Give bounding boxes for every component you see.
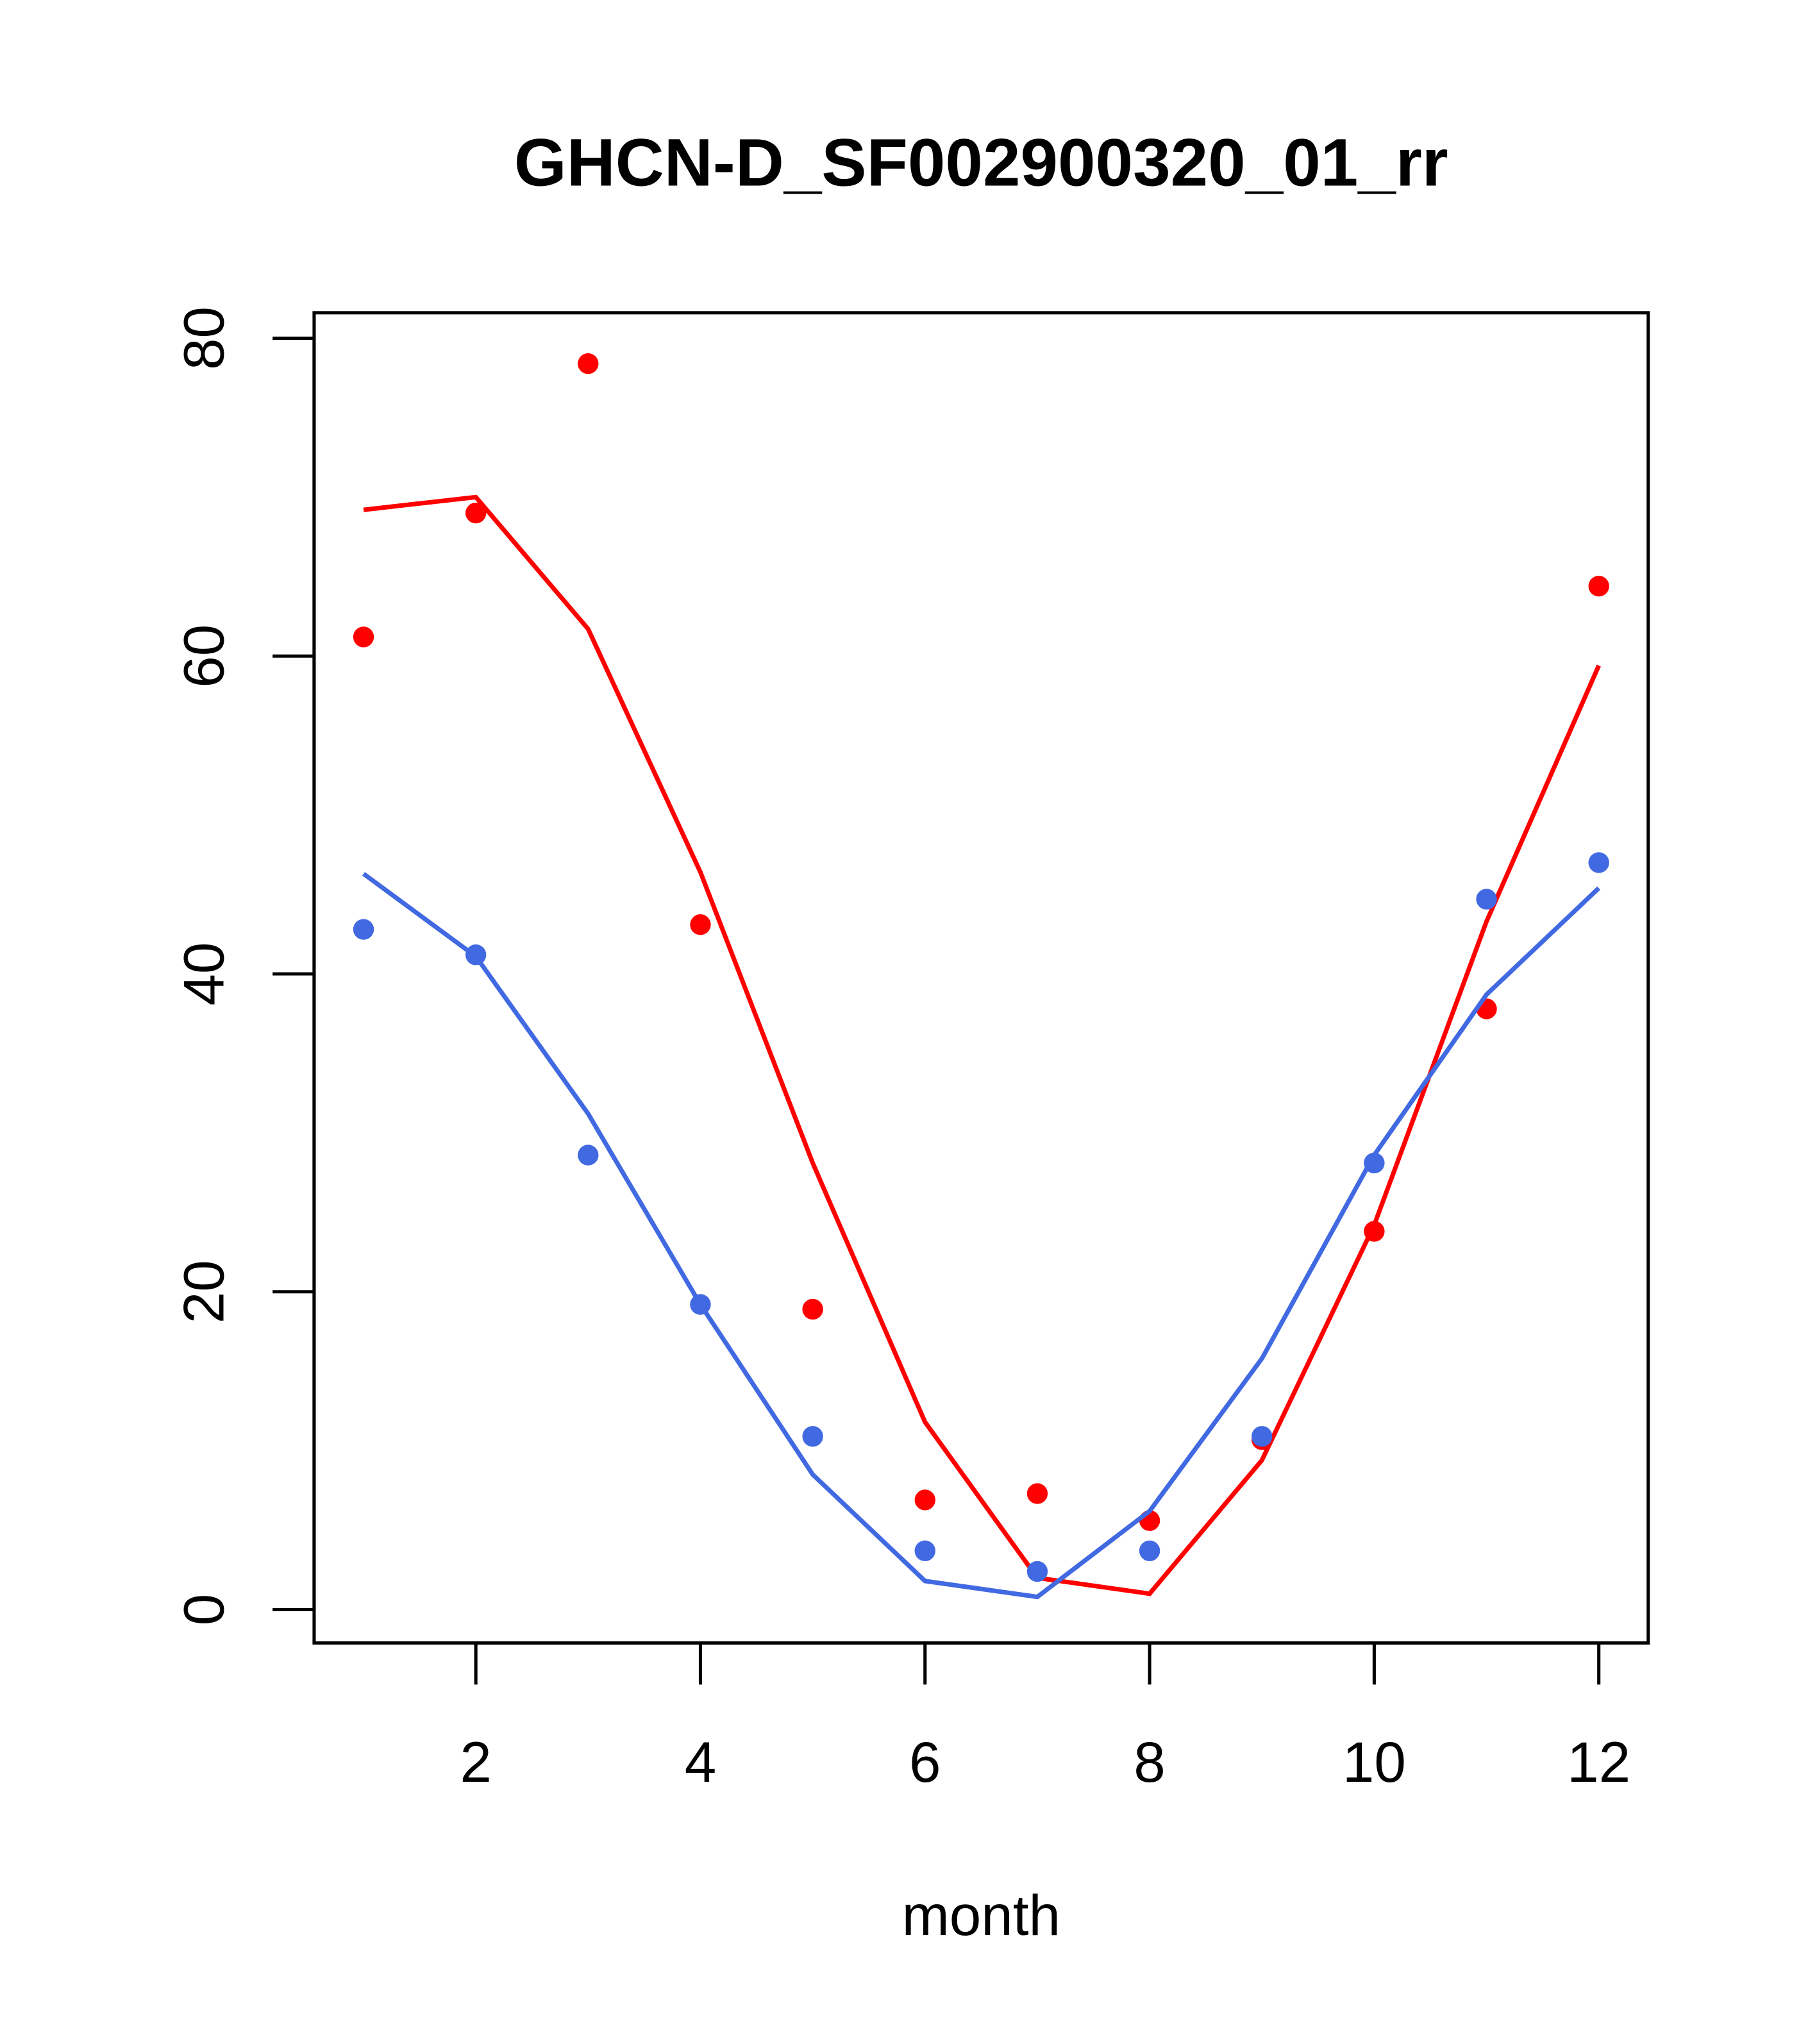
x-tick-label: 12 (1567, 1730, 1630, 1794)
y-tick-label: 40 (171, 942, 235, 1005)
blue-points-point (1476, 889, 1497, 910)
x-axis-label: month (902, 1883, 1061, 1947)
red-points-point (353, 626, 374, 648)
blue-points-point (1252, 1426, 1273, 1447)
red-points-point (690, 914, 711, 935)
y-tick-label: 0 (171, 1594, 235, 1626)
blue-line-series (362, 871, 1601, 1600)
blue-points-point (1139, 1540, 1160, 1561)
blue-points-point (353, 919, 374, 940)
blue-points-point (914, 1540, 935, 1561)
x-tick-label: 10 (1343, 1730, 1406, 1794)
chart-title: GHCN-D_SF002900320_01_rr (514, 125, 1448, 200)
y-tick-label: 80 (171, 306, 235, 370)
red-points-point (578, 353, 599, 374)
blue-points-point (1588, 852, 1609, 873)
blue-points-point (1026, 1561, 1048, 1582)
red-points-point (465, 502, 487, 524)
y-tick-label: 20 (171, 1260, 235, 1323)
red-line-series (363, 494, 1601, 1596)
y-tick-label: 60 (171, 624, 235, 688)
red-points-point (914, 1489, 935, 1511)
series-layer (353, 353, 1609, 1600)
blue-points-point (578, 1144, 599, 1166)
plot-frame (312, 311, 1650, 1645)
red-points-point (1588, 575, 1609, 597)
y-axis: 0 20 40 60 80 (171, 306, 316, 1626)
x-tick-label: 6 (909, 1730, 941, 1794)
red-points-point (1026, 1483, 1048, 1504)
x-tick-label: 8 (1134, 1730, 1166, 1794)
red-points-point (802, 1298, 823, 1320)
x-tick-label: 2 (460, 1730, 492, 1794)
x-tick-label: 4 (685, 1730, 717, 1794)
x-axis: 2 4 6 8 10 12 (460, 1641, 1630, 1794)
blue-points-point (802, 1426, 823, 1447)
